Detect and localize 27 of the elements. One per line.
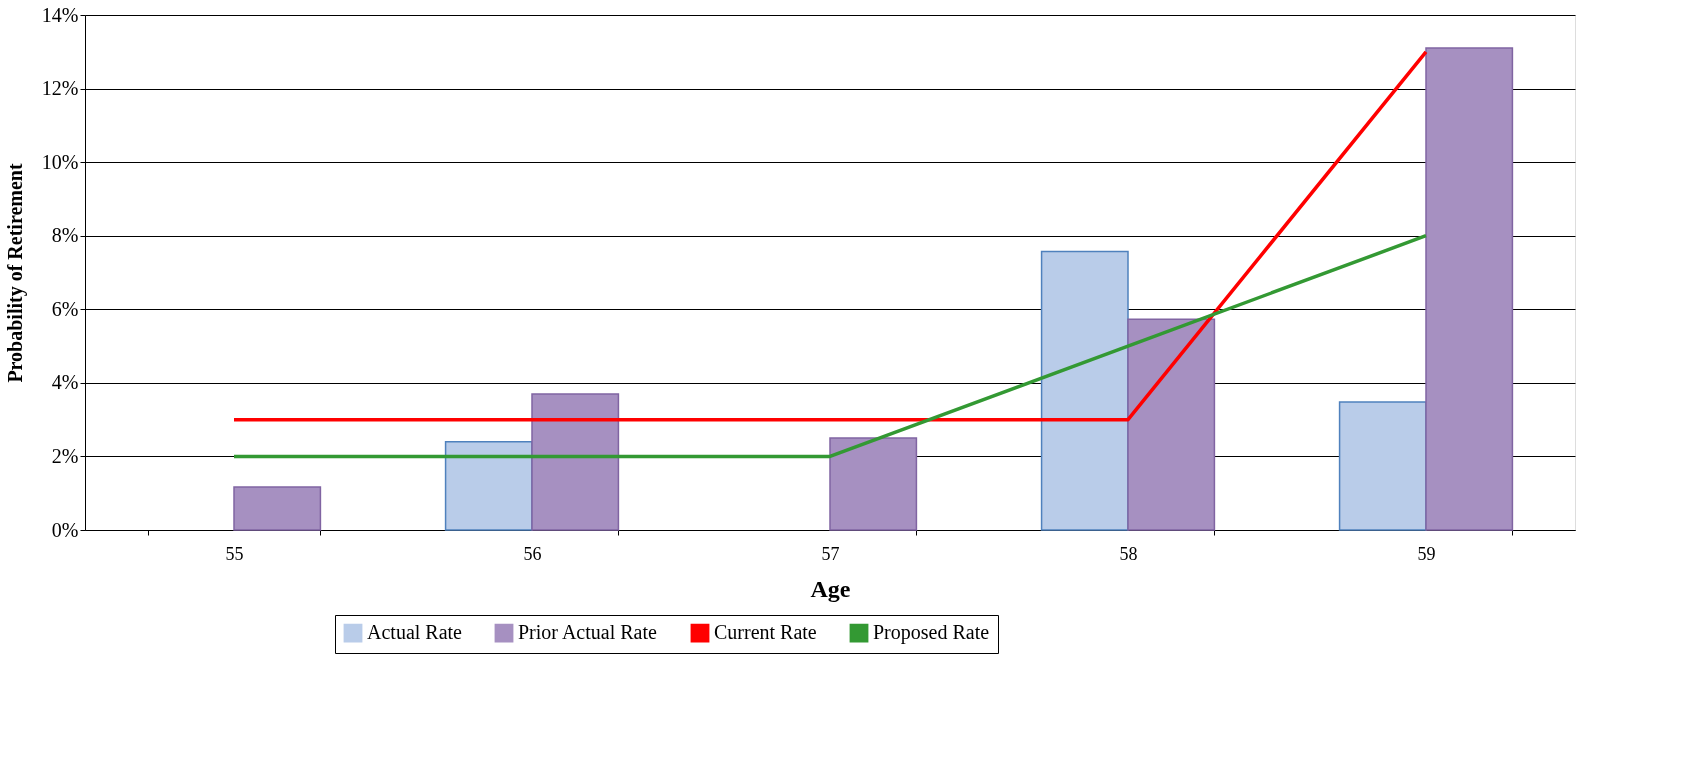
- x-tick-label: 55: [225, 543, 244, 564]
- legend-label: Current Rate: [714, 621, 817, 644]
- y-tick-label: 6%: [51, 297, 79, 320]
- x-axis-title: Age: [810, 575, 851, 602]
- x-tick-label: 56: [523, 543, 542, 564]
- x-tick-label: 57: [821, 543, 840, 564]
- legend-label: Actual Rate: [367, 621, 463, 644]
- bar: [531, 393, 620, 531]
- y-tick-label: 12%: [41, 77, 79, 100]
- y-tick-label: 4%: [51, 371, 79, 394]
- x-tick-label: 59: [1417, 543, 1436, 564]
- y-tick-label: 2%: [51, 444, 79, 467]
- y-tick-label: 10%: [41, 150, 79, 173]
- bar: [444, 440, 533, 531]
- legend-label: Proposed Rate: [873, 621, 990, 645]
- y-tick-label: 14%: [41, 3, 79, 26]
- bar: [1338, 401, 1427, 531]
- y-axis-title: Probability of Retirement: [3, 163, 27, 383]
- bar: [829, 437, 918, 531]
- bar: [233, 486, 322, 531]
- bar: [1425, 47, 1514, 531]
- bar: [1040, 250, 1129, 531]
- bar: [1127, 318, 1216, 531]
- y-tick-label: 8%: [51, 224, 79, 247]
- legend-label: Prior Actual Rate: [518, 621, 657, 644]
- x-tick-label: 58: [1119, 543, 1138, 564]
- y-tick-label: 0%: [51, 518, 79, 541]
